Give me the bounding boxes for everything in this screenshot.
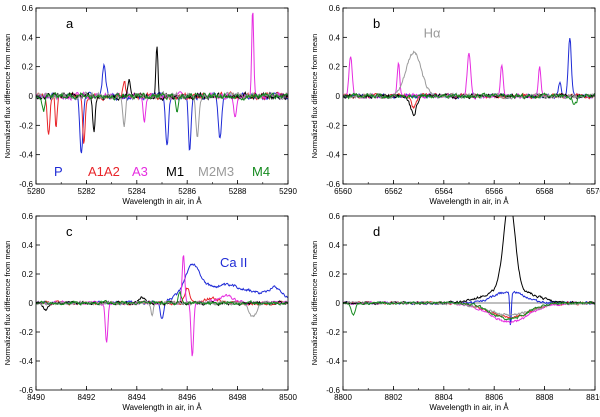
panel-a: 5280 5282 5284 5286 5288 5290 0.6 0.4 0.2 0 -0.2 -0… [3, 4, 297, 206]
series-line-p [343, 38, 595, 100]
y-axis-label: Normalized flux difference from mean [310, 34, 319, 159]
series-line-m4 [343, 92, 595, 105]
series-group [36, 12, 288, 154]
x-tick-label: 8806 [485, 393, 503, 402]
panel-label: b [373, 16, 380, 31]
annotation-label: Hα [424, 25, 441, 40]
legend-a3: A3 [132, 164, 148, 179]
x-tick-label: 5282 [78, 187, 96, 196]
legend-a1a2: A1A2 [88, 164, 120, 179]
series-line-m1 [343, 216, 595, 306]
y-tick-label: 0 [336, 299, 341, 308]
series-line-m4 [36, 91, 288, 113]
x-tick-label: 5286 [178, 187, 196, 196]
x-tick-label: 6562 [385, 187, 403, 196]
x-tick-label: 8498 [229, 393, 247, 402]
x-tick-label: 6568 [536, 187, 554, 196]
y-tick-label: -0.4 [326, 357, 340, 366]
y-tick-label: -0.4 [19, 151, 33, 160]
legend-m4: M4 [252, 164, 270, 179]
x-axis-label: Wavelength in air, in Å [122, 403, 202, 412]
y-tick-label: 0 [29, 299, 34, 308]
x-tick-label: 8490 [27, 393, 45, 402]
x-tick-label: 8804 [435, 393, 453, 402]
series-line-p [36, 263, 288, 320]
x-tick-label: 6564 [435, 187, 453, 196]
y-tick-label: 0 [29, 92, 34, 101]
y-tick-label: 0.2 [329, 63, 341, 72]
y-tick-label: 0.4 [22, 33, 34, 42]
y-tick-label: 0.4 [22, 241, 34, 250]
legend-m1: M1 [166, 164, 184, 179]
y-tick-label: -0.6 [19, 180, 33, 189]
series-line-a3 [343, 300, 595, 324]
x-tick-label: 8500 [279, 393, 297, 402]
series-group [343, 216, 595, 326]
y-tick-label: 0.6 [22, 4, 34, 13]
y-tick-label: -0.6 [326, 180, 340, 189]
series-group [36, 255, 288, 357]
x-axis-label: Wavelength in air, in Å [429, 403, 509, 412]
y-axis-label: Normalized flux difference from mean [3, 34, 12, 159]
y-tick-label: 0.6 [329, 212, 341, 221]
y-tick-label: 0.6 [22, 212, 34, 221]
x-tick-label: 5284 [128, 187, 146, 196]
x-tick-label: 6566 [485, 187, 503, 196]
y-tick-label: -0.2 [19, 121, 33, 130]
x-tick-label: 5288 [229, 187, 247, 196]
y-tick-label: -0.4 [19, 357, 33, 366]
x-tick-label: 8808 [536, 393, 554, 402]
y-tick-label: 0 [336, 92, 341, 101]
x-tick-label: 8802 [385, 393, 403, 402]
series-line-m4 [343, 300, 595, 321]
y-tick-label: 0.2 [22, 63, 34, 72]
y-tick-label: 0.6 [329, 4, 341, 13]
x-tick-label: 8496 [178, 393, 196, 402]
x-tick-label: 5290 [279, 187, 297, 196]
series-group [343, 38, 595, 117]
y-tick-label: -0.2 [19, 328, 33, 337]
y-axis-label: Normalized flux difference from mean [3, 241, 12, 366]
x-tick-label: 5280 [27, 187, 45, 196]
x-tick-label: 8800 [334, 393, 352, 402]
legend-p: P [54, 164, 63, 179]
x-axis-label: Wavelength in air, in Å [122, 197, 202, 206]
panel-label: c [66, 224, 73, 239]
y-tick-label: 0.2 [329, 270, 341, 279]
y-tick-label: 0.4 [329, 241, 341, 250]
x-axis-label: Wavelength in air, in Å [429, 197, 509, 206]
series-line-a3 [36, 255, 288, 357]
x-tick-label: 6560 [334, 187, 352, 196]
y-tick-label: 0.2 [22, 270, 34, 279]
y-tick-label: -0.6 [326, 386, 340, 395]
x-tick-label: 8492 [78, 393, 96, 402]
annotation-label: Ca II [220, 255, 247, 270]
legend-m2m3: M2M3 [198, 164, 234, 179]
series-line-a3 [36, 12, 288, 123]
y-tick-label: -0.4 [326, 151, 340, 160]
series-line-p [343, 290, 595, 326]
y-axis-label: Normalized flux difference from mean [310, 241, 319, 366]
series-line-m4 [36, 290, 288, 306]
y-tick-label: -0.2 [326, 328, 340, 337]
y-tick-label: -0.2 [326, 121, 340, 130]
series-line-m2m3 [343, 50, 595, 100]
x-tick-label: 8494 [128, 393, 146, 402]
panel-c: 8490 8492 8494 8496 8498 8500 0.6 0.4 0.2 0 -0.2 -0… [3, 212, 297, 412]
series-line-p [36, 62, 288, 154]
y-tick-label: 0.4 [329, 33, 341, 42]
panel-label: d [373, 224, 380, 239]
panel-label: a [66, 16, 74, 31]
y-tick-label: -0.6 [19, 386, 33, 395]
